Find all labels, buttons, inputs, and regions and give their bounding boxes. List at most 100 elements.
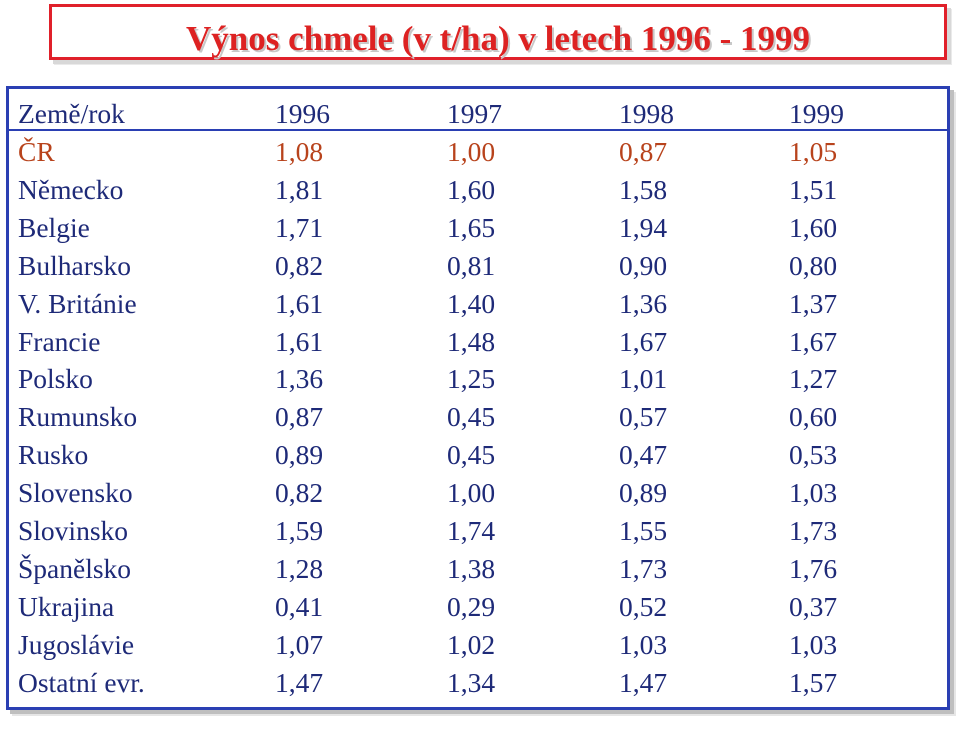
value-cell: 1,94 (619, 211, 668, 243)
value-cell: 1,76 (789, 552, 838, 584)
value-cell: 0,29 (447, 590, 496, 622)
value-cell: 1,08 (275, 136, 324, 167)
header-cell-country: Země/rok (18, 98, 125, 129)
value-cell: 1,71 (275, 211, 324, 243)
value-cell: 0,81 (447, 249, 496, 281)
value-cell: 1,03 (789, 628, 838, 660)
title-box: Výnos chmele (v t/ha) v letech 1996 - 19… (49, 4, 947, 60)
table-row: Španělsko 1,28 1,38 1,73 1,76 (9, 550, 947, 588)
value-cell: 1,07 (275, 628, 324, 660)
value-cell: 1,27 (789, 363, 838, 395)
data-table: Země/rok 1996 1997 1998 1999 ČR 1,08 1,00 0… (6, 86, 950, 710)
table-row: Rusko 0,89 0,45 0,47 0,53 (9, 436, 947, 474)
country-cell: Belgie (18, 211, 90, 243)
value-cell: 0,52 (619, 590, 668, 622)
table-header-row: Země/rok 1996 1997 1998 1999 (9, 95, 947, 133)
value-cell: 0,47 (619, 439, 668, 471)
country-cell: Ostatní evr. (18, 666, 145, 698)
country-cell: V. Británie (18, 287, 137, 319)
value-cell: 1,34 (447, 666, 496, 698)
value-cell: 1,36 (619, 287, 668, 319)
country-cell: Rumunsko (18, 401, 138, 433)
table-row: Ostatní evr. 1,47 1,34 1,47 1,57 (9, 664, 947, 702)
country-cell: Bulharsko (18, 249, 132, 281)
value-cell: 1,74 (447, 515, 496, 546)
table-row: V. Británie 1,61 1,40 1,36 1,37 (9, 285, 947, 323)
header-cell-1996: 1996 (275, 98, 330, 129)
table-row: Jugoslávie 1,07 1,02 1,03 1,03 (9, 626, 947, 664)
value-cell: 1,03 (619, 628, 668, 660)
value-cell: 1,00 (447, 477, 496, 509)
table-row: Slovinsko 1,59 1,74 1,55 1,73 (9, 512, 947, 550)
value-cell: 1,37 (789, 287, 838, 319)
page-title: Výnos chmele (v t/ha) v letech 1996 - 19… (185, 19, 811, 58)
value-cell: 1,51 (789, 173, 838, 205)
value-cell: 1,02 (447, 628, 496, 660)
country-cell: Slovinsko (18, 515, 129, 546)
value-cell: 1,47 (275, 666, 324, 698)
value-cell: 1,25 (447, 363, 496, 395)
value-cell: 1,05 (789, 136, 838, 167)
value-cell: 0,87 (275, 401, 324, 433)
table-row: Ukrajina 0,41 0,29 0,52 0,37 (9, 588, 947, 626)
value-cell: 1,61 (275, 287, 324, 319)
value-cell: 0,82 (275, 477, 324, 509)
value-cell: 0,37 (789, 590, 838, 622)
value-cell: 0,87 (619, 136, 668, 167)
country-cell: Španělsko (18, 552, 132, 584)
table-row: Německo 1,81 1,60 1,58 1,51 (9, 171, 947, 209)
value-cell: 0,45 (447, 401, 496, 433)
value-cell: 0,45 (447, 439, 496, 471)
value-cell: 0,53 (789, 439, 838, 471)
country-cell: Jugoslávie (18, 628, 135, 660)
value-cell: 1,48 (447, 325, 496, 357)
table-row: ČR 1,08 1,00 0,87 1,05 (9, 133, 947, 171)
header-cell-1997: 1997 (447, 98, 502, 129)
value-cell: 1,38 (447, 552, 496, 584)
value-cell: 1,59 (275, 515, 324, 546)
header-cell-1999: 1999 (789, 98, 844, 129)
country-cell: Německo (18, 173, 124, 205)
header-cell-1998: 1998 (619, 98, 674, 129)
table-row: Polsko 1,36 1,25 1,01 1,27 (9, 360, 947, 398)
value-cell: 1,57 (789, 666, 838, 698)
value-cell: 1,40 (447, 287, 496, 319)
country-cell: Polsko (18, 363, 93, 395)
country-cell: ČR (18, 136, 55, 167)
value-cell: 1,61 (275, 325, 324, 357)
country-cell: Ukrajina (18, 590, 115, 622)
value-cell: 1,01 (619, 363, 668, 395)
table-row: Rumunsko 0,87 0,45 0,57 0,60 (9, 398, 947, 436)
value-cell: 1,73 (789, 515, 838, 546)
value-cell: 0,57 (619, 401, 668, 433)
value-cell: 1,67 (619, 325, 668, 357)
value-cell: 1,58 (619, 173, 668, 205)
value-cell: 1,81 (275, 173, 324, 205)
value-cell: 1,67 (789, 325, 838, 357)
value-cell: 1,28 (275, 552, 324, 584)
value-cell: 0,89 (275, 439, 324, 471)
value-cell: 0,82 (275, 249, 324, 281)
value-cell: 1,47 (619, 666, 668, 698)
header-divider (9, 129, 947, 131)
value-cell: 0,41 (275, 590, 324, 622)
table-row: Belgie 1,71 1,65 1,94 1,60 (9, 209, 947, 247)
table-row: Francie 1,61 1,48 1,67 1,67 (9, 323, 947, 361)
value-cell: 1,55 (619, 515, 668, 546)
table-row: Slovensko 0,82 1,00 0,89 1,03 (9, 474, 947, 512)
value-cell: 1,36 (275, 363, 324, 395)
value-cell: 0,80 (789, 249, 838, 281)
table-row: Bulharsko 0,82 0,81 0,90 0,80 (9, 247, 947, 285)
country-cell: Francie (18, 325, 101, 357)
country-cell: Slovensko (18, 477, 133, 509)
value-cell: 1,60 (447, 173, 496, 205)
value-cell: 1,00 (447, 136, 496, 167)
value-cell: 1,73 (619, 552, 668, 584)
country-cell: Rusko (18, 439, 89, 471)
value-cell: 1,60 (789, 211, 838, 243)
value-cell: 1,03 (789, 477, 838, 509)
value-cell: 0,89 (619, 477, 668, 509)
value-cell: 0,90 (619, 249, 668, 281)
value-cell: 0,60 (789, 401, 838, 433)
value-cell: 1,65 (447, 211, 496, 243)
